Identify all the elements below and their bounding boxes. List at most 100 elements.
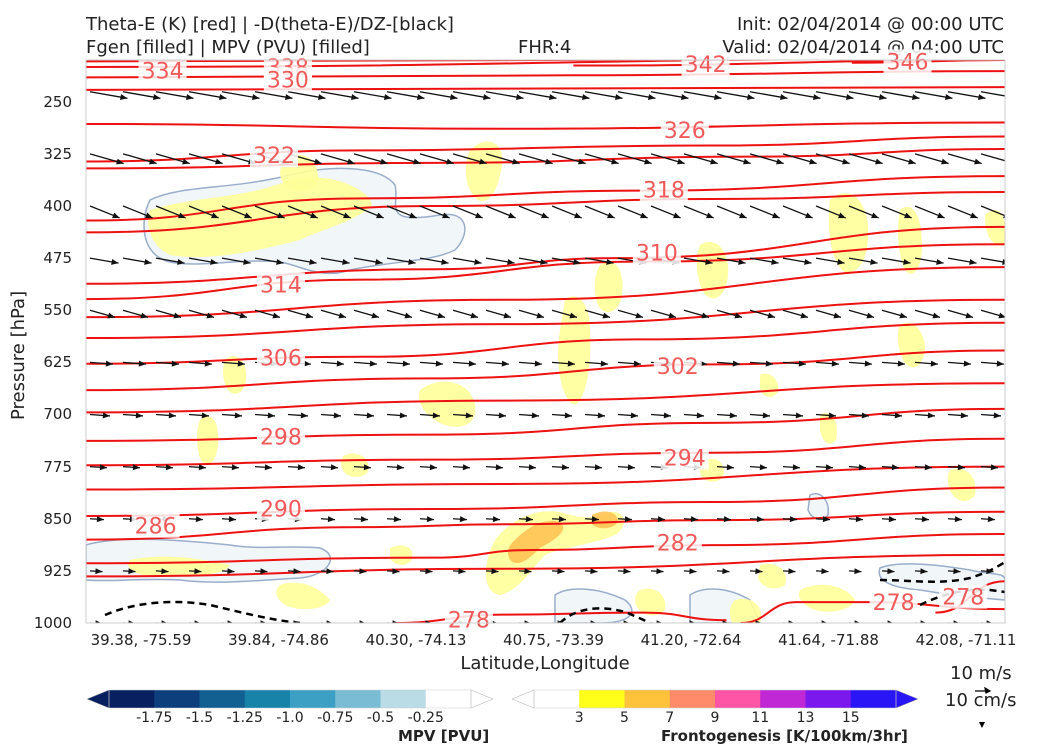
y-tick-label: 325 [43, 144, 72, 163]
wind-vector-head [722, 568, 730, 575]
wind-vector-head [168, 412, 176, 419]
fgen-region [635, 588, 666, 616]
wind-vector-head [837, 258, 845, 265]
wind-vector-head [474, 258, 482, 265]
wind-vector-head [314, 158, 322, 165]
wind-vector-head [627, 464, 635, 471]
wind-vector-head [705, 258, 713, 265]
wind-vector-head [974, 158, 982, 165]
fgen-colorbar-title: Frontogenesis [K/100km/3hr] [661, 727, 908, 745]
wind-vector-head [492, 516, 500, 523]
wind-vector-head [788, 568, 796, 575]
x-tick-label: 41.20, -72.64 [640, 631, 742, 649]
wind-vector-head [347, 158, 355, 165]
colorbar-segment [290, 690, 336, 708]
fgen-region [594, 261, 623, 313]
colorbar-tick-label: 5 [620, 710, 629, 726]
wind-vector-head [602, 312, 610, 319]
wind-vector-head [120, 94, 128, 101]
wind-vector-head [574, 212, 582, 219]
wind-vector-head [149, 158, 157, 165]
colorbar-tick-label: 13 [796, 710, 815, 726]
wind-vector-head [375, 258, 383, 265]
wind-vector-head [99, 464, 107, 471]
wind-vector-head [342, 258, 350, 265]
wind-vector-head [887, 568, 895, 575]
wind-vector-head [498, 412, 506, 419]
x-tick-label: 40.30, -74.13 [365, 631, 467, 649]
wind-vector-head [858, 464, 866, 471]
wind-vector-head [112, 212, 120, 219]
wind-vector-head [326, 620, 333, 623]
colorbar-segment [154, 690, 200, 708]
wind-vector-head [376, 212, 384, 219]
wind-vector-head [879, 94, 887, 101]
wind-vector [980, 205, 1005, 217]
contour-label-bg [660, 118, 709, 143]
wind-vector-head [198, 464, 206, 471]
contour-label-bg [639, 177, 688, 202]
contour-label-bg [249, 143, 298, 168]
wind-vector-head [211, 212, 219, 219]
wind-vector-head [908, 158, 916, 165]
colorbar-tick-label: -1.75 [136, 710, 173, 726]
wind-vector-head [402, 360, 410, 367]
wind-vector-head [393, 516, 401, 523]
fgen-region [820, 412, 837, 444]
wind-vector-head [573, 258, 581, 265]
colorbar-segment [425, 690, 472, 708]
wind-vector-head [128, 620, 135, 623]
wind-vector-head [945, 94, 953, 101]
wind-vector-head [624, 516, 632, 523]
wind-vector-head [899, 312, 907, 319]
wind-vector-head [921, 516, 929, 523]
wind-vector-head [623, 620, 630, 623]
wind-vector-head [380, 158, 388, 165]
wind-vector-head [483, 94, 491, 101]
wind-vector-head [578, 158, 586, 165]
theta-e-contours [86, 60, 1005, 623]
y-tick-label: 550 [43, 301, 72, 320]
colorbar-frame [533, 689, 897, 709]
contour-label: 298 [260, 426, 302, 451]
wind-vector-head [970, 212, 978, 219]
init-time: Init: 02/04/2014 @ 00:00 UTC [736, 14, 1004, 35]
wind-vector-head [201, 412, 209, 419]
wind-vector-head [404, 312, 412, 319]
wind-vector-head [429, 464, 437, 471]
wind-vector-head [765, 360, 773, 367]
wind-vector-head [277, 212, 285, 219]
wind-vector-head [524, 620, 531, 623]
wind-vector-head [503, 312, 511, 319]
colorbar-tick-label: -0.25 [407, 710, 444, 726]
theta-e-contour [86, 243, 1005, 301]
colorbar-arrow-left [86, 689, 110, 709]
theta-e-contour [86, 225, 1005, 285]
theta-e-contour [86, 70, 1005, 79]
wind-vector-head [540, 258, 548, 265]
wind-vector-head [615, 94, 623, 101]
wind-vector-head [173, 312, 181, 319]
wind-vector-head [95, 568, 103, 575]
wind-vector-head [384, 94, 392, 101]
wind-vector-head [450, 94, 458, 101]
wind-vector-head [557, 568, 565, 575]
wind-vector-head [831, 360, 839, 367]
wind-vector-head [821, 620, 828, 623]
wind-vector-head [897, 360, 905, 367]
wind-vector-head [644, 158, 652, 165]
wind-vector-head [855, 516, 863, 523]
wind-vector-head [177, 258, 185, 265]
wind-vector-head [194, 568, 202, 575]
wind-vector-head [111, 258, 119, 265]
wind-vector-head [210, 258, 218, 265]
wind-vector-head [996, 360, 1004, 367]
wind-vector-head [904, 212, 912, 219]
theta-e-contour [86, 266, 1005, 319]
contour-label: 314 [260, 274, 302, 299]
contour-label-bg [883, 49, 932, 74]
contour-label: 278 [448, 609, 490, 634]
dashed-contour [104, 600, 301, 623]
wind-vector-head [648, 94, 656, 101]
